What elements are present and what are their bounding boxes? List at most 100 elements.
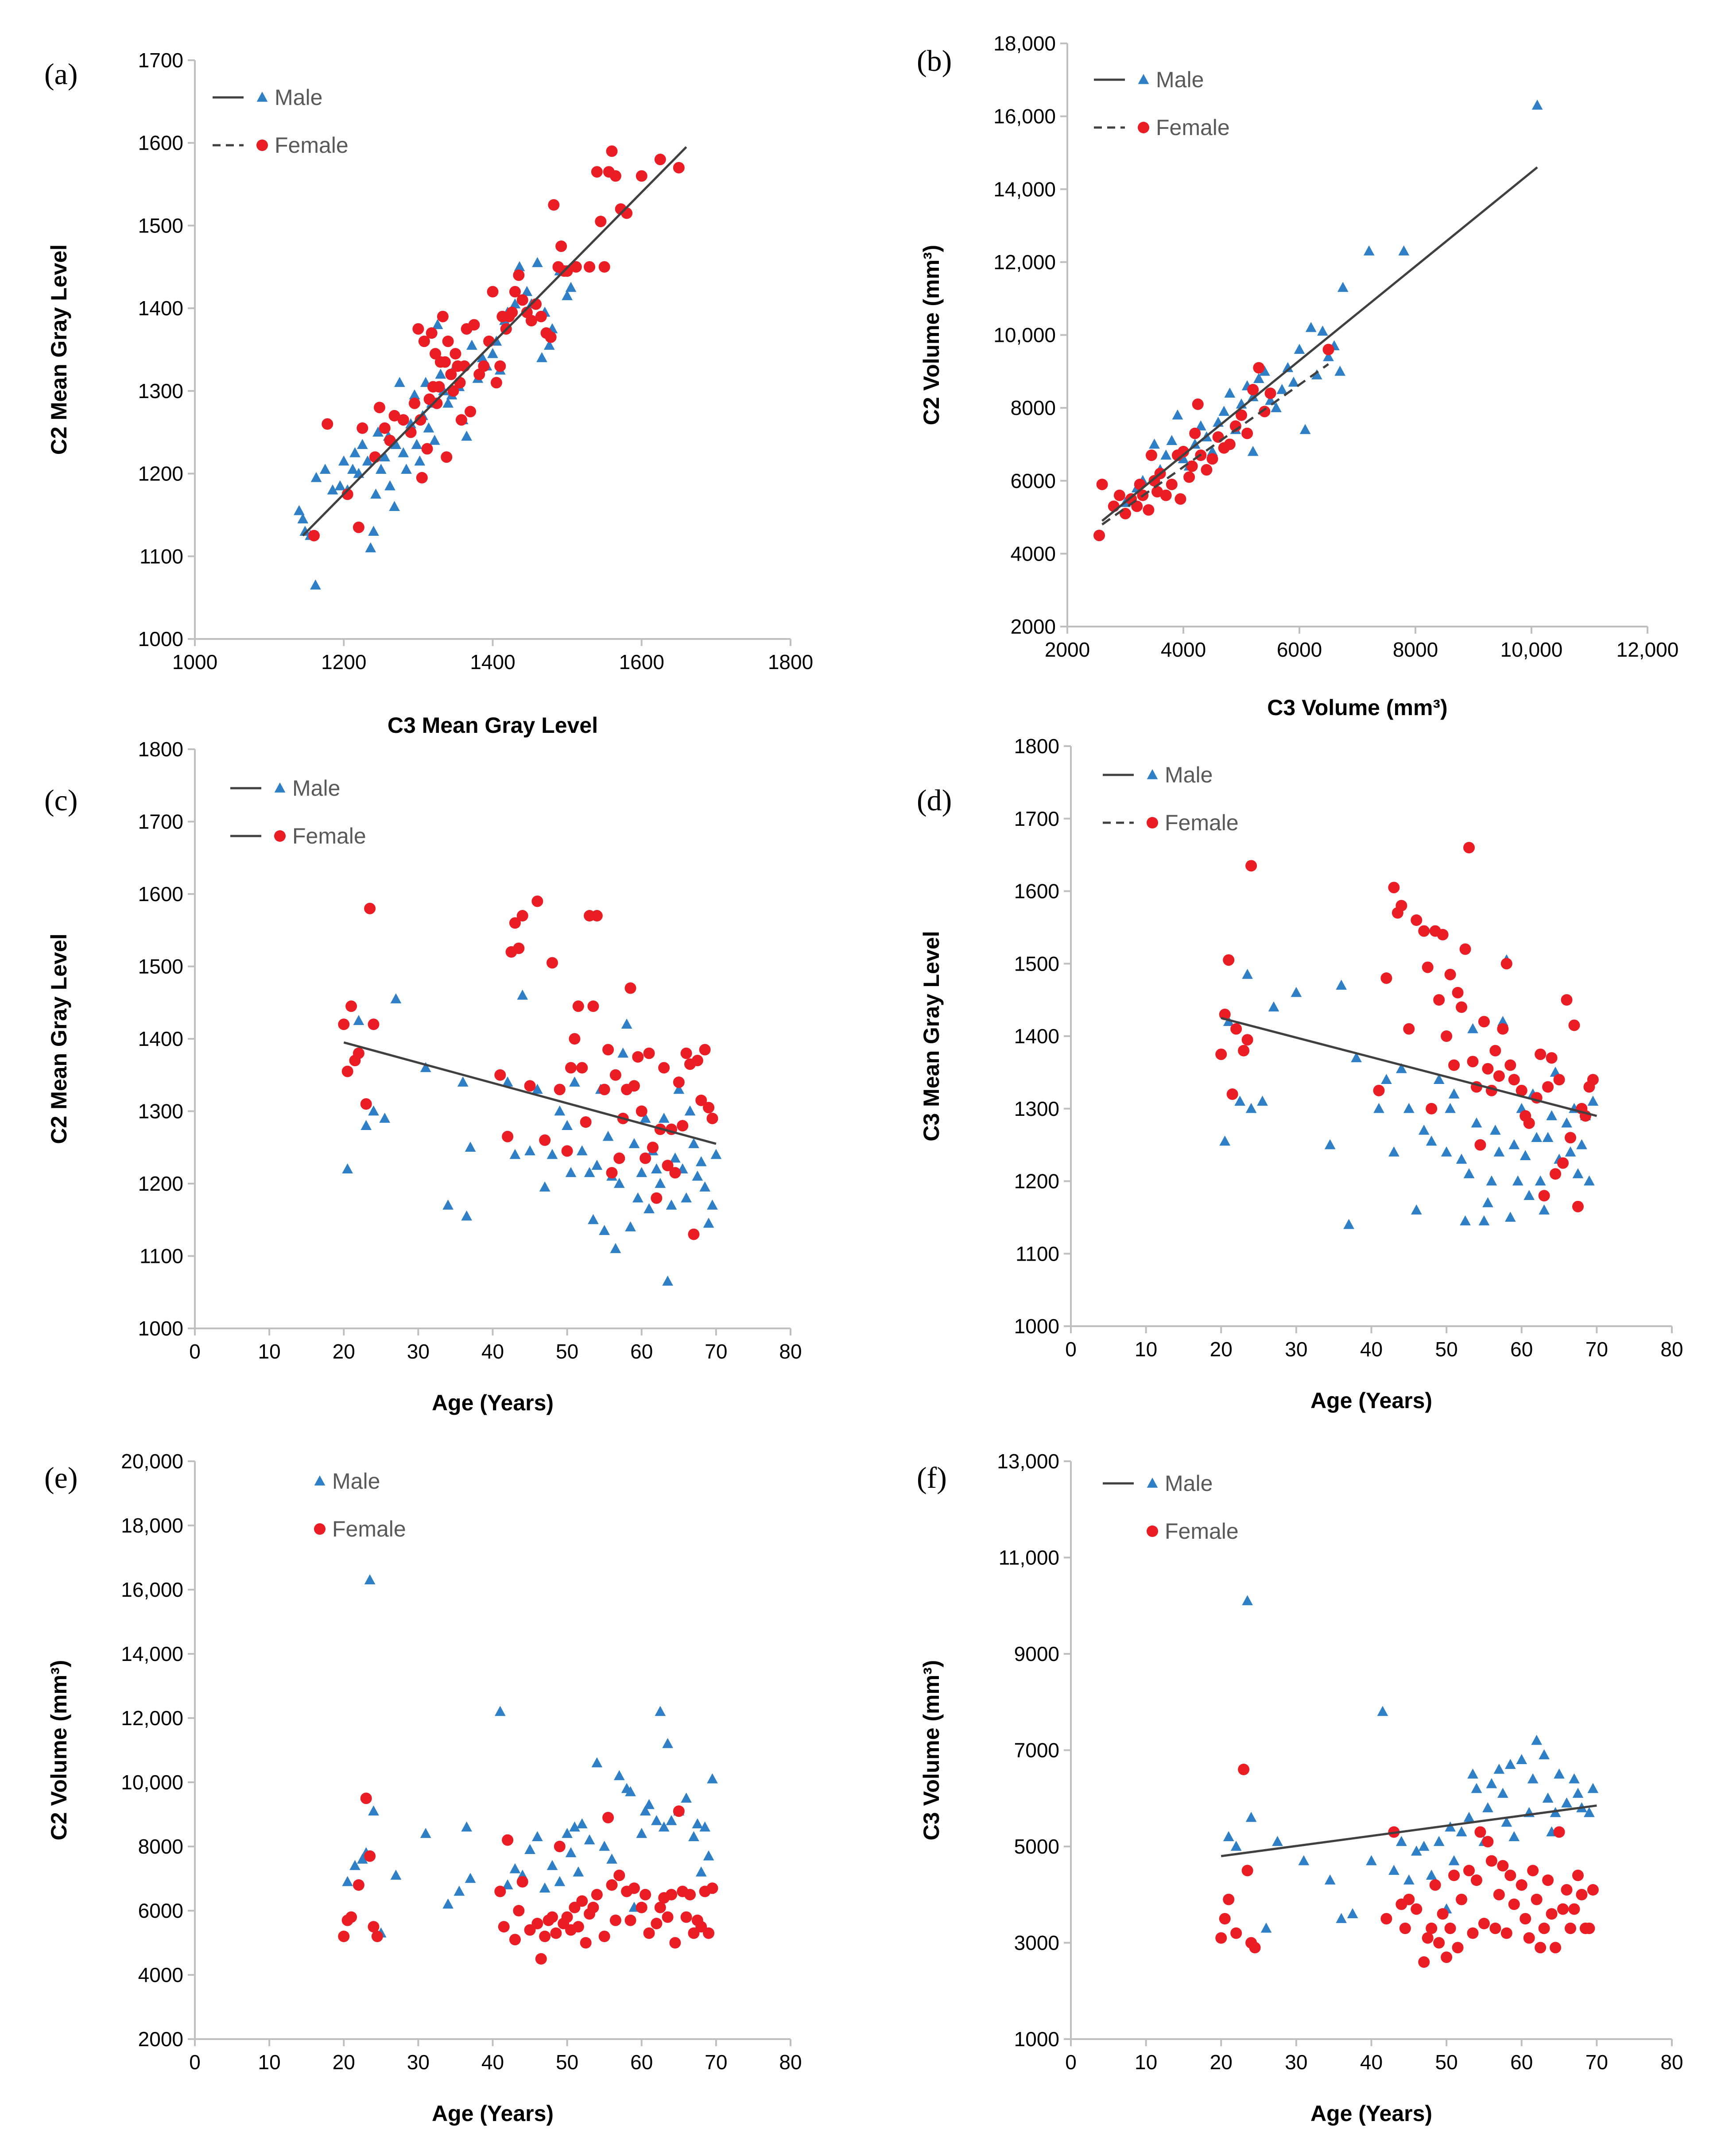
female-point — [1572, 1870, 1584, 1881]
y-tick-label: 8000 — [138, 1835, 183, 1858]
male-point — [554, 1105, 566, 1116]
chart-panel-4: 0 10 20 30 40 50 60 70 80 1000 1100 1200 1300 1400 150… — [917, 735, 1683, 1413]
male-point — [1268, 1001, 1279, 1012]
female-point — [1568, 1019, 1580, 1031]
male-point — [565, 1847, 577, 1858]
x-tick-label: 0 — [189, 2051, 201, 2074]
legend-marker-male — [1147, 769, 1158, 779]
female-point — [1508, 1898, 1520, 1910]
female-point — [598, 1931, 610, 1942]
trendline-male — [1221, 1804, 1597, 1858]
male-point — [394, 377, 405, 387]
trendline-all — [343, 1041, 717, 1145]
female-point — [1474, 1826, 1486, 1838]
x-tick-label: 10 — [1135, 1338, 1157, 1361]
male-point — [1501, 1816, 1512, 1827]
female-point — [1456, 1001, 1468, 1013]
female-point — [1186, 460, 1198, 472]
male-point — [1195, 420, 1206, 431]
female-point — [545, 331, 557, 343]
y-tick-label: 1100 — [140, 545, 183, 568]
legend-label-female: Female — [1165, 1519, 1239, 1544]
female-point — [606, 145, 618, 157]
female-point — [1230, 1023, 1242, 1035]
female-point — [524, 1924, 536, 1936]
female-point — [1441, 1951, 1453, 1963]
female-point — [502, 1130, 514, 1142]
x-tick-label: 0 — [1065, 2051, 1077, 2074]
male-point — [1294, 344, 1305, 354]
male-point — [1531, 1132, 1543, 1142]
legend-marker-male — [1138, 74, 1149, 84]
legend-marker-female — [1138, 122, 1149, 133]
male-point — [432, 319, 443, 329]
female-point — [1215, 1932, 1227, 1944]
female-point — [1448, 1870, 1460, 1881]
female-point — [565, 1062, 577, 1074]
female-point — [455, 414, 467, 426]
male-point — [707, 1200, 718, 1210]
y-tick-label: 16,000 — [993, 105, 1056, 128]
y-tick-label: 7000 — [1014, 1739, 1059, 1762]
female-point — [338, 1931, 350, 1942]
female-point — [1131, 500, 1143, 512]
female-point — [1189, 427, 1201, 439]
female-point — [1223, 954, 1235, 966]
male-point — [1497, 1016, 1508, 1026]
male-point — [1291, 987, 1302, 997]
male-point — [1445, 1821, 1456, 1832]
male-point — [692, 1818, 703, 1828]
x-tick-label: 60 — [1510, 1338, 1533, 1361]
panel-label: (d) — [917, 783, 952, 817]
male-point — [636, 1167, 647, 1177]
female-point — [1568, 1903, 1580, 1915]
male-point — [364, 1574, 376, 1584]
male-point — [655, 1178, 666, 1188]
male-point — [1242, 968, 1253, 979]
male-point — [1554, 1768, 1565, 1779]
female-point — [1508, 1074, 1520, 1086]
male-point — [357, 1854, 368, 1864]
female-point — [1497, 1023, 1509, 1035]
male-point — [1403, 1103, 1415, 1113]
female-point — [1565, 1922, 1577, 1934]
female-point — [695, 1921, 707, 1933]
male-point — [442, 1200, 454, 1210]
female-point — [1482, 1836, 1494, 1848]
male-point — [576, 1818, 588, 1828]
x-tick-label: 0 — [1065, 1338, 1077, 1361]
female-point — [353, 1879, 364, 1891]
male-point — [1531, 1734, 1543, 1745]
female-point — [1151, 486, 1163, 498]
female-point — [397, 414, 409, 426]
y-tick-label: 9000 — [1014, 1642, 1059, 1665]
female-point — [547, 957, 558, 969]
female-point — [1429, 1879, 1441, 1891]
y-tick-label: 1300 — [138, 1100, 183, 1123]
female-point — [379, 422, 391, 434]
male-point — [466, 340, 477, 350]
y-tick-label: 1500 — [138, 214, 183, 237]
male-point — [1508, 1139, 1520, 1150]
x-tick-label: 70 — [705, 2051, 727, 2074]
male-point — [1569, 1773, 1580, 1784]
female-point — [1452, 1942, 1464, 1954]
male-point — [389, 501, 400, 511]
y-tick-label: 3000 — [1014, 1931, 1059, 1955]
female-point — [680, 1047, 692, 1059]
male-point — [1305, 322, 1317, 332]
male-point — [1471, 1117, 1482, 1128]
female-point — [673, 1805, 685, 1817]
female-point — [688, 1927, 700, 1939]
x-tick-label: 70 — [1585, 1338, 1608, 1361]
y-tick-label: 14,000 — [993, 178, 1056, 201]
male-point — [1260, 1922, 1272, 1933]
male-point — [509, 1863, 521, 1873]
female-point — [1561, 1884, 1573, 1896]
male-point — [420, 1828, 431, 1838]
female-point — [1120, 507, 1131, 519]
male-point — [532, 1831, 543, 1841]
male-point — [1493, 1764, 1505, 1774]
male-point — [1433, 1074, 1445, 1084]
legend-marker-female — [314, 1523, 326, 1535]
